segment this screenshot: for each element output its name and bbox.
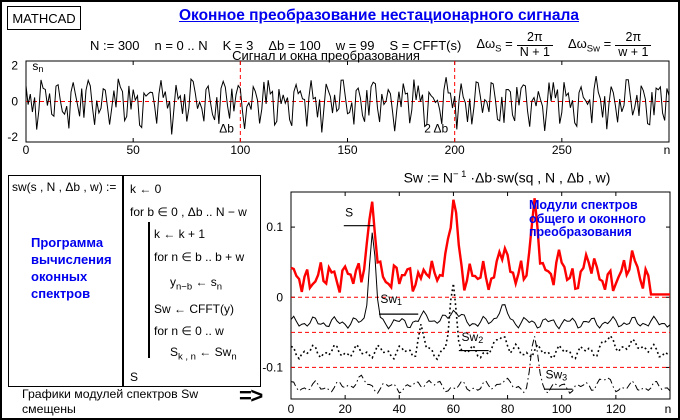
program-block-bar	[148, 222, 150, 358]
arrow-icon: =>	[239, 383, 263, 408]
parameters-row: N := 300 n = 0 .. N K = 3 Δb = 100 w = 99 S =…	[90, 28, 676, 62]
signal-plot-caption: Сигнал и окна преобразования	[232, 48, 420, 63]
series-Sw2	[290, 283, 671, 361]
curve-label-S: S	[345, 206, 353, 220]
spectra-note: Модули спектров общего и оконного преобраз…	[529, 198, 646, 240]
param-0[interactable]: N := 300	[90, 37, 140, 53]
param-6[interactable]: ΔωS = 2π N + 1	[476, 30, 553, 60]
x-tick-label: 0	[23, 143, 30, 157]
code-line-3: for n ∈ b .. b + w	[154, 250, 245, 264]
code-line-1: for b ∈ 0 , Δb .. N − w	[130, 205, 247, 219]
spectra-note-line-1: общего и оконного	[529, 211, 646, 226]
param-4[interactable]: w = 99	[335, 37, 375, 53]
x-axis-label: n	[664, 143, 671, 157]
y-tick-label: -0.1	[262, 360, 283, 374]
x-tick-label: 120	[606, 402, 626, 416]
param-1[interactable]: n = 0 .. N	[154, 37, 208, 53]
sw-formula-pre: Sw := N	[403, 169, 453, 186]
curve-label-sn: sn	[32, 59, 43, 74]
series-Sw3	[290, 336, 671, 394]
series-s	[25, 76, 670, 135]
y-tick-label: -2	[7, 130, 18, 144]
spectra-note-line-0: Модули спектров	[529, 198, 638, 212]
series-Sw1	[290, 232, 671, 330]
x-tick-label: 0	[288, 402, 295, 416]
signal-plot[interactable]: 0 50 100 150 200 250 n 2 0 -2 sn Δb 2 Δb	[2, 56, 680, 160]
x-axis-label: n	[665, 402, 672, 416]
curve-label-Sw1: Sw1	[380, 292, 402, 307]
x-tick-label: 80	[501, 402, 515, 416]
x-tick-label: 100	[230, 143, 250, 157]
program-description-line-2: оконных	[31, 269, 88, 284]
x-tick-label: 50	[126, 143, 140, 157]
code-line-4: yn−b ← sn	[170, 275, 223, 293]
x-tick-label: 40	[393, 402, 407, 416]
sw-formula[interactable]: Sw := N− 1 ·Δb·sw(sq , N , Δb , w)	[342, 169, 672, 186]
program-description-line-0: Программа	[31, 235, 104, 250]
param-2[interactable]: K = 3	[222, 37, 254, 53]
param-5[interactable]: S = CFFT(s)	[389, 37, 462, 53]
program-code-cell[interactable]: k ← 0 for b ∈ 0 , Δb .. N − w k ← k + 1 for…	[122, 175, 261, 387]
series-S	[290, 198, 670, 296]
x-tick-label: 100	[552, 402, 572, 416]
x-tick-label: 200	[445, 143, 465, 157]
x-tick-label: 20	[338, 402, 352, 416]
spectra-plot[interactable]: 0 20 40 60 80 100 120 n 0.1 0 -0.1 S Sw1 Sw2 Sw3	[258, 188, 680, 420]
curve-label-Δb: Δb	[219, 121, 234, 135]
app-label-box: MATHCAD	[7, 6, 81, 30]
code-line-7: Sk , n ← Swn	[170, 345, 237, 363]
curve-label-Sw2: Sw2	[462, 330, 484, 345]
page-title[interactable]: Оконное преобразование нестационарного с…	[178, 7, 579, 24]
code-line-8: S	[130, 370, 139, 384]
x-tick-label: 250	[552, 143, 572, 157]
y-tick-label: 2	[11, 59, 18, 73]
footer-note: Графики модулей спектров Sw смещены отно…	[22, 387, 244, 418]
param-7[interactable]: ΔωSw = 2π w + 1	[568, 30, 652, 60]
curve-label-2 Δb: 2 Δb	[424, 121, 448, 135]
y-tick-label: 0	[276, 290, 283, 304]
program-signature: sw(s , N , Δb , w) :=	[12, 180, 117, 194]
app-label: MATHCAD	[12, 10, 76, 26]
program-description-line-1: вычисления	[31, 252, 112, 267]
code-line-6: for n ∈ 0 .. w	[154, 324, 224, 338]
param-3[interactable]: Δb = 100	[268, 37, 321, 53]
program-signature-cell[interactable]: sw(s , N , Δb , w) := Программа вычислени…	[8, 175, 124, 387]
code-line-0: k ← 0	[130, 182, 162, 196]
footer-line-2: относительно друг друга и графика S.	[22, 416, 244, 418]
footer-line-1: Графики модулей спектров Sw смещены	[22, 387, 199, 416]
program-description: Программа вычисления оконных спектров	[31, 234, 112, 302]
y-tick-label: 0	[11, 95, 18, 109]
program-description-line-3: спектров	[31, 286, 91, 301]
code-line-2: k ← k + 1	[154, 227, 206, 241]
sw-formula-post: ·Δb·sw(sq , N , Δb , w)	[466, 169, 611, 186]
spectra-note-line-2: преобразования	[529, 225, 632, 239]
x-tick-label: 60	[447, 402, 461, 416]
sw-formula-exponent: − 1	[452, 169, 467, 180]
y-tick-label: 0.1	[266, 220, 283, 234]
curve-label-Sw3: Sw3	[545, 368, 567, 383]
code-line-5: Sw ← CFFT(y)	[154, 302, 234, 316]
x-tick-label: 150	[337, 143, 357, 157]
